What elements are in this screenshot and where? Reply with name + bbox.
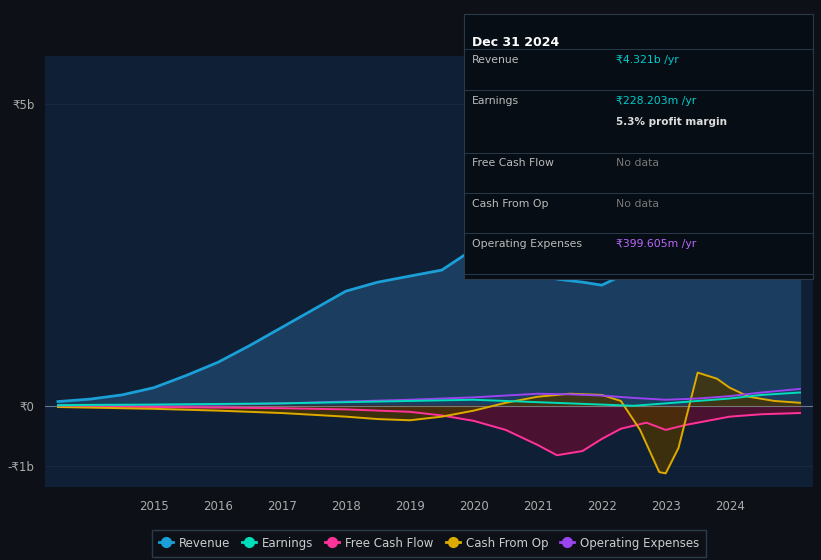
Text: No data: No data <box>616 158 658 168</box>
Text: Revenue: Revenue <box>472 55 520 66</box>
Text: Operating Expenses: Operating Expenses <box>472 239 582 249</box>
Legend: Revenue, Earnings, Free Cash Flow, Cash From Op, Operating Expenses: Revenue, Earnings, Free Cash Flow, Cash … <box>152 530 706 557</box>
Text: Cash From Op: Cash From Op <box>472 199 548 208</box>
Text: ₹4.321b /yr: ₹4.321b /yr <box>616 55 678 66</box>
Text: Earnings: Earnings <box>472 96 519 106</box>
Text: ₹399.605m /yr: ₹399.605m /yr <box>616 239 696 249</box>
Text: ₹228.203m /yr: ₹228.203m /yr <box>616 96 696 106</box>
Text: Free Cash Flow: Free Cash Flow <box>472 158 554 168</box>
Text: No data: No data <box>616 199 658 208</box>
Text: Dec 31 2024: Dec 31 2024 <box>472 36 559 49</box>
Text: 5.3% profit margin: 5.3% profit margin <box>616 117 727 127</box>
